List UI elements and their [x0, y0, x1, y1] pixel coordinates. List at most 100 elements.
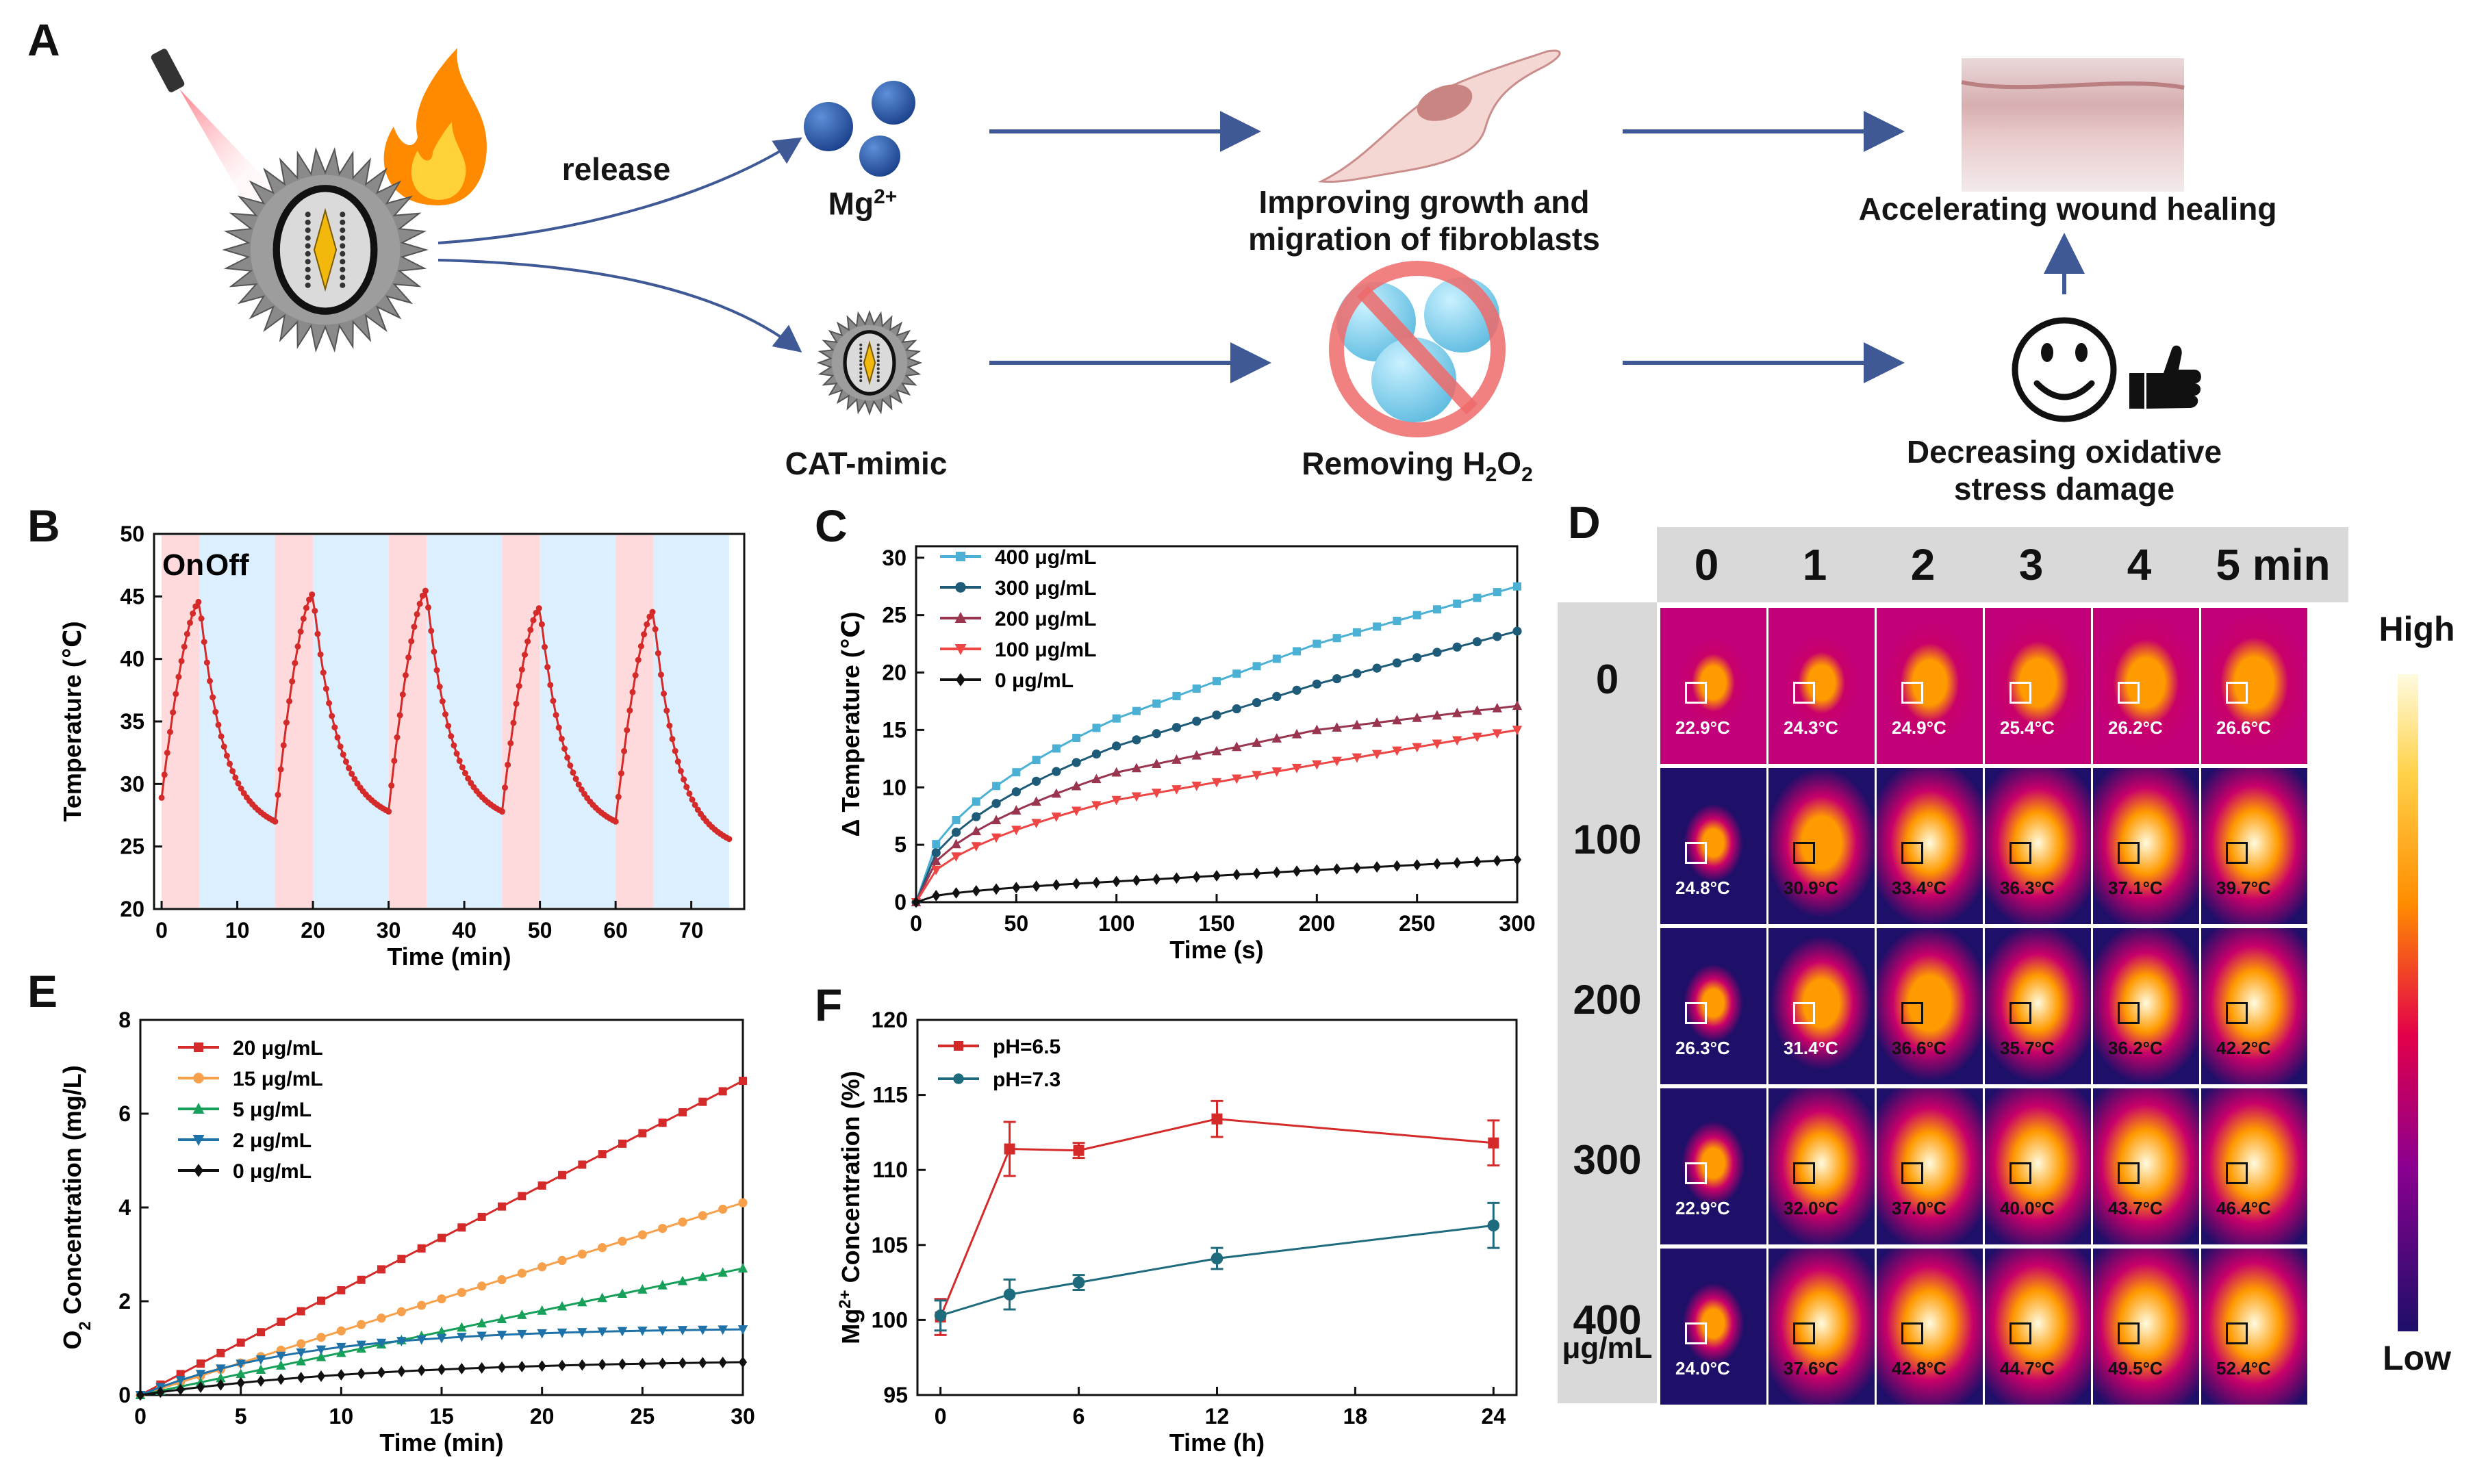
data-point-f — [1072, 1276, 1085, 1289]
data-point-e — [658, 1223, 668, 1233]
data-point-c — [1493, 588, 1501, 597]
data-point-e — [718, 1087, 727, 1096]
measurement-crosshair — [1793, 1162, 1815, 1184]
background-bands — [162, 535, 729, 908]
data-point-c — [1052, 767, 1061, 776]
temperature-point — [624, 727, 631, 734]
thermal-temperature-reading: 26.3°C — [1675, 1038, 1730, 1058]
y-tick-label-f: 95 — [883, 1383, 908, 1407]
data-point-c — [931, 865, 941, 875]
data-point-e — [156, 1380, 165, 1389]
temperature-point — [207, 678, 214, 685]
mg-ion-charge: 2+ — [874, 186, 898, 208]
data-point-e — [678, 1217, 687, 1227]
data-point-c — [1432, 858, 1441, 870]
temperature-point — [436, 683, 443, 690]
data-point-e — [136, 1389, 144, 1401]
data-point-c — [1453, 857, 1462, 869]
data-point-c — [1412, 743, 1422, 753]
data-point-e — [216, 1364, 225, 1374]
thermal-image-grid: 0 1 2 3 4 5 min 0 100 200 300 400 22.9°C 24.3°C 24.… — [1558, 527, 2473, 1410]
y-tick-label-b: 50 — [120, 522, 144, 546]
thermal-col-header: 3 — [2018, 540, 2044, 589]
thermal-temperature-reading: 42.2°C — [2216, 1038, 2271, 1058]
on-band — [616, 535, 654, 908]
fibroblast-caption-line2: migration of fibroblasts — [1248, 221, 1600, 257]
data-point-e — [658, 1357, 667, 1370]
data-point-e — [518, 1361, 527, 1372]
thermal-image-cell: 37.6°C — [1768, 1249, 1875, 1405]
data-point-e — [698, 1097, 707, 1106]
data-point-e — [577, 1249, 587, 1259]
data-point-e — [718, 1267, 728, 1277]
legend-label-c: 100 μg/mL — [995, 639, 1096, 661]
y-tick-label-b: 45 — [120, 584, 144, 609]
data-point-c — [1172, 691, 1181, 700]
temperature-point — [697, 810, 704, 817]
data-point-e — [176, 1377, 186, 1387]
thermal-image-cell: 32.0°C — [1768, 1088, 1875, 1244]
data-point-e — [337, 1286, 346, 1295]
temperature-point — [186, 619, 193, 626]
temperature-point — [542, 643, 548, 650]
data-point-e — [277, 1317, 286, 1326]
data-point-c — [1452, 642, 1462, 652]
temperature-point — [337, 743, 344, 750]
data-point-e — [457, 1223, 466, 1232]
y-tick-label-e: 6 — [118, 1101, 131, 1126]
data-point-c — [991, 815, 1002, 825]
data-point-e — [417, 1364, 426, 1377]
data-point-e — [597, 1327, 607, 1338]
data-point-e — [376, 1339, 387, 1349]
data-point-c — [1032, 776, 1041, 786]
data-point-c — [1373, 622, 1382, 631]
temperature-point — [263, 813, 270, 820]
temperature-point — [402, 671, 409, 678]
temperature-point — [277, 766, 284, 773]
data-point-e — [336, 1326, 346, 1335]
temperature-point — [181, 643, 188, 650]
data-point-c — [1152, 729, 1161, 739]
temperature-point — [178, 658, 185, 665]
data-point-e — [737, 1263, 748, 1273]
temperature-point — [368, 797, 375, 804]
chart-b: 0 10 20 30 40 50 60 70 20 25 30 35 40 45 50 Time (min) O… — [58, 522, 746, 971]
y-tick-label-f: 100 — [872, 1307, 908, 1332]
nanoparticle-icon — [222, 146, 429, 353]
thermal-col-header: 1 — [1802, 540, 1827, 589]
data-point-c — [1192, 685, 1201, 693]
data-point-c — [1473, 856, 1482, 868]
temperature-point — [453, 750, 460, 757]
data-point-e — [416, 1335, 427, 1345]
data-point-c — [911, 898, 922, 908]
data-point-e — [337, 1369, 346, 1381]
temperature-point — [604, 813, 611, 820]
data-point-c — [1132, 735, 1141, 745]
x-axis-label-b: Time (min) — [387, 943, 511, 971]
temperature-point — [681, 776, 687, 783]
plot-frame-e — [139, 1019, 744, 1396]
data-point-c — [1092, 876, 1101, 888]
x-tick-label-b: 40 — [452, 918, 477, 943]
temperature-point — [411, 624, 418, 630]
release-label: release — [561, 151, 671, 187]
chart-e: 0 5 10 15 20 25 30 0 2 4 6 8 Time (min) 20 μg/mL 15 μg… — [58, 1008, 755, 1457]
x-tick-label-b: 0 — [155, 918, 168, 943]
thermal-temperature-reading: 26.2°C — [2108, 717, 2163, 738]
data-point-e — [396, 1337, 407, 1346]
data-point-e — [477, 1281, 487, 1291]
y-tick-label-f: 115 — [872, 1083, 908, 1108]
thermal-image-cell: 35.7°C — [1985, 928, 2091, 1084]
temperature-point — [717, 830, 724, 837]
data-point-e — [175, 1376, 186, 1386]
data-point-c — [1271, 733, 1282, 743]
plot-frame-b — [153, 533, 746, 910]
temperature-point — [246, 797, 253, 804]
y-tick-label-e: 2 — [118, 1289, 131, 1314]
data-point-e — [498, 1361, 506, 1373]
thermal-image-cell: 33.4°C — [1877, 768, 1983, 924]
temperature-point — [396, 712, 403, 719]
temperature-point — [550, 698, 557, 704]
temperature-point — [516, 682, 522, 689]
chart-c: 0 50 100 150 200 250 300 0 5 10 15 20 25 30 Time (s) 40… — [837, 545, 1536, 964]
